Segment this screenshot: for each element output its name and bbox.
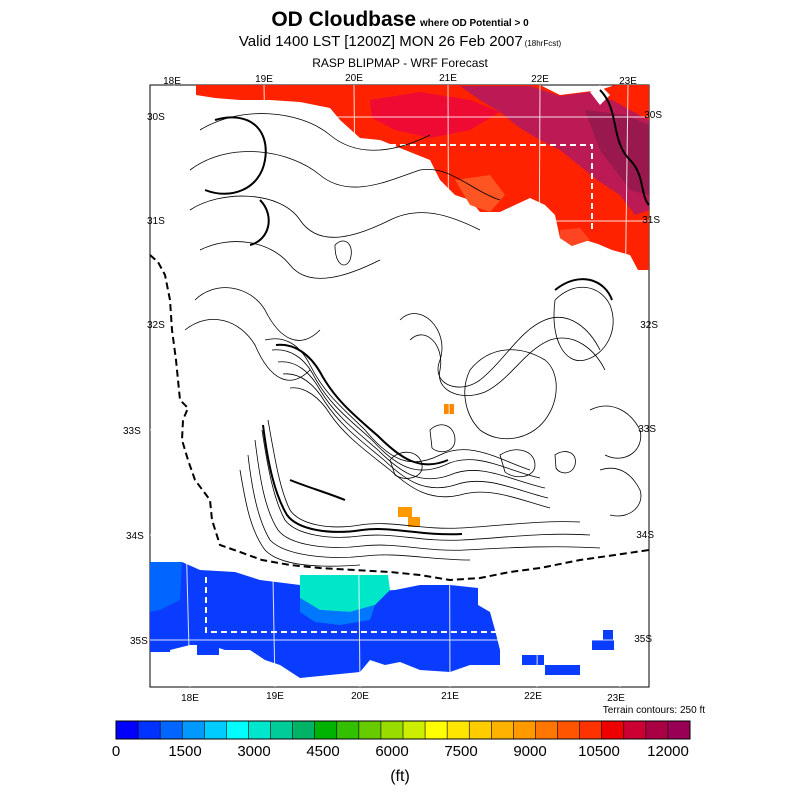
inner-domain-box-north (360, 144, 593, 230)
colorbar-swatch (447, 721, 470, 739)
orange-patch (398, 507, 412, 517)
left-lat-label: 35S (130, 636, 148, 647)
colorbar-tick-labels: 0 1500 3000 4500 6000 7500 9000 10500 12… (0, 743, 800, 763)
inner-domain-box-south (205, 577, 500, 633)
right-lat-label: 32S (640, 320, 658, 331)
right-lat-label: 35S (634, 634, 652, 645)
bottom-lon-label: 21E (441, 691, 459, 702)
bottom-lon-labels: 18E 19E 20E 21E 22E 23E (181, 691, 625, 704)
colorbar-swatch (270, 721, 294, 739)
source-line: RASP BLIPMAP - WRF Forecast (312, 56, 488, 70)
forecast-hour: (18hrFcst) (524, 39, 562, 48)
colorbar-swatch (557, 721, 581, 739)
colorbar (115, 720, 691, 740)
valid-time-line: Valid 1400 LST [1200Z] MON 26 Feb 2007 (1… (0, 33, 800, 50)
colorbar-swatch (248, 721, 272, 739)
left-lat-label: 34S (126, 531, 144, 542)
left-lat-label: 32S (147, 320, 165, 331)
terrain-contours (184, 113, 642, 567)
colorbar-swatch (116, 721, 139, 739)
colorbar-swatch (601, 721, 625, 739)
colorbar-swatch (469, 721, 492, 739)
right-lat-label: 31S (642, 215, 660, 226)
colorbar-swatch (425, 721, 448, 739)
colorbar-swatch (292, 721, 316, 739)
colorbar-tick-label: 9000 (513, 743, 547, 760)
colorbar-swatch (160, 721, 183, 739)
colorbar-swatch (513, 721, 536, 739)
colorbar-units: (ft) (390, 768, 410, 785)
low-cloudbase-field (150, 562, 614, 678)
colorbar-swatch (535, 721, 559, 739)
left-lat-label: 31S (147, 216, 165, 227)
top-lon-label: 22E (531, 74, 549, 85)
colorbar-swatch (226, 721, 249, 739)
bottom-lon-label: 19E (266, 691, 284, 702)
colorbar-swatch (403, 721, 426, 739)
colorbar-swatch (623, 721, 647, 739)
colorbar-tick-label: 12000 (647, 743, 689, 760)
left-lat-labels: 30S 31S 32S 33S 34S 35S (123, 112, 165, 647)
colorbar-swatch (645, 721, 669, 739)
top-lon-label: 20E (345, 73, 363, 84)
top-lon-labels: 18E 19E 20E 21E 22E 23E (163, 73, 637, 87)
colorbar-tick-label: 0 (111, 743, 121, 760)
colorbar-tick-label: 6000 (375, 743, 409, 760)
bottom-lon-label: 22E (524, 691, 542, 702)
colorbar-swatch (336, 721, 360, 739)
colorbar-swatch (138, 721, 161, 739)
colorbar-swatch (358, 721, 382, 739)
left-lat-label: 30S (147, 112, 165, 123)
top-lon-label: 21E (439, 73, 457, 84)
right-lat-label: 33S (638, 424, 656, 435)
colorbar-swatch (314, 721, 338, 739)
colorbar-tick-label: 3000 (237, 743, 271, 760)
valid-time: Valid 1400 LST [1200Z] MON 26 Feb 2007 (238, 33, 523, 50)
top-lon-label: 18E (163, 76, 181, 87)
colorbar-swatch (380, 721, 404, 739)
colorbar-tick-label: 7500 (444, 743, 478, 760)
right-lat-labels: 30S 31S 32S 33S 34S 35S (634, 110, 662, 645)
colorbar-swatch (579, 721, 603, 739)
right-lat-label: 34S (636, 530, 654, 541)
top-lon-label: 23E (619, 76, 637, 87)
lat-lon-grid (150, 84, 649, 688)
colorbar-tick-label: 4500 (306, 743, 340, 760)
top-lon-label: 19E (255, 74, 273, 85)
title-suffix: where OD Potential > 0 (420, 18, 529, 29)
colorbar-swatch (182, 721, 205, 739)
terrain-contours-bold (204, 89, 650, 536)
left-lat-label: 33S (123, 426, 141, 437)
colorbar-tick-label: 1500 (168, 743, 202, 760)
bottom-lon-label: 18E (181, 693, 199, 704)
bottom-lon-label: 23E (607, 693, 625, 704)
terrain-contour-note: Terrain contours: 250 ft (602, 705, 705, 716)
colorbar-swatch (491, 721, 514, 739)
map-title: OD Cloudbase where OD Potential > 0 (0, 8, 800, 32)
bottom-lon-label: 20E (351, 691, 369, 702)
coastline (149, 254, 650, 582)
colorbar-swatch (204, 721, 227, 739)
colorbar-tick-label: 10500 (578, 743, 620, 760)
right-lat-label: 30S (644, 110, 662, 121)
high-cloudbase-field (196, 85, 649, 270)
orange-patch (408, 517, 420, 527)
colorbar-swatch (667, 721, 691, 739)
title-main: OD Cloudbase (271, 8, 417, 31)
